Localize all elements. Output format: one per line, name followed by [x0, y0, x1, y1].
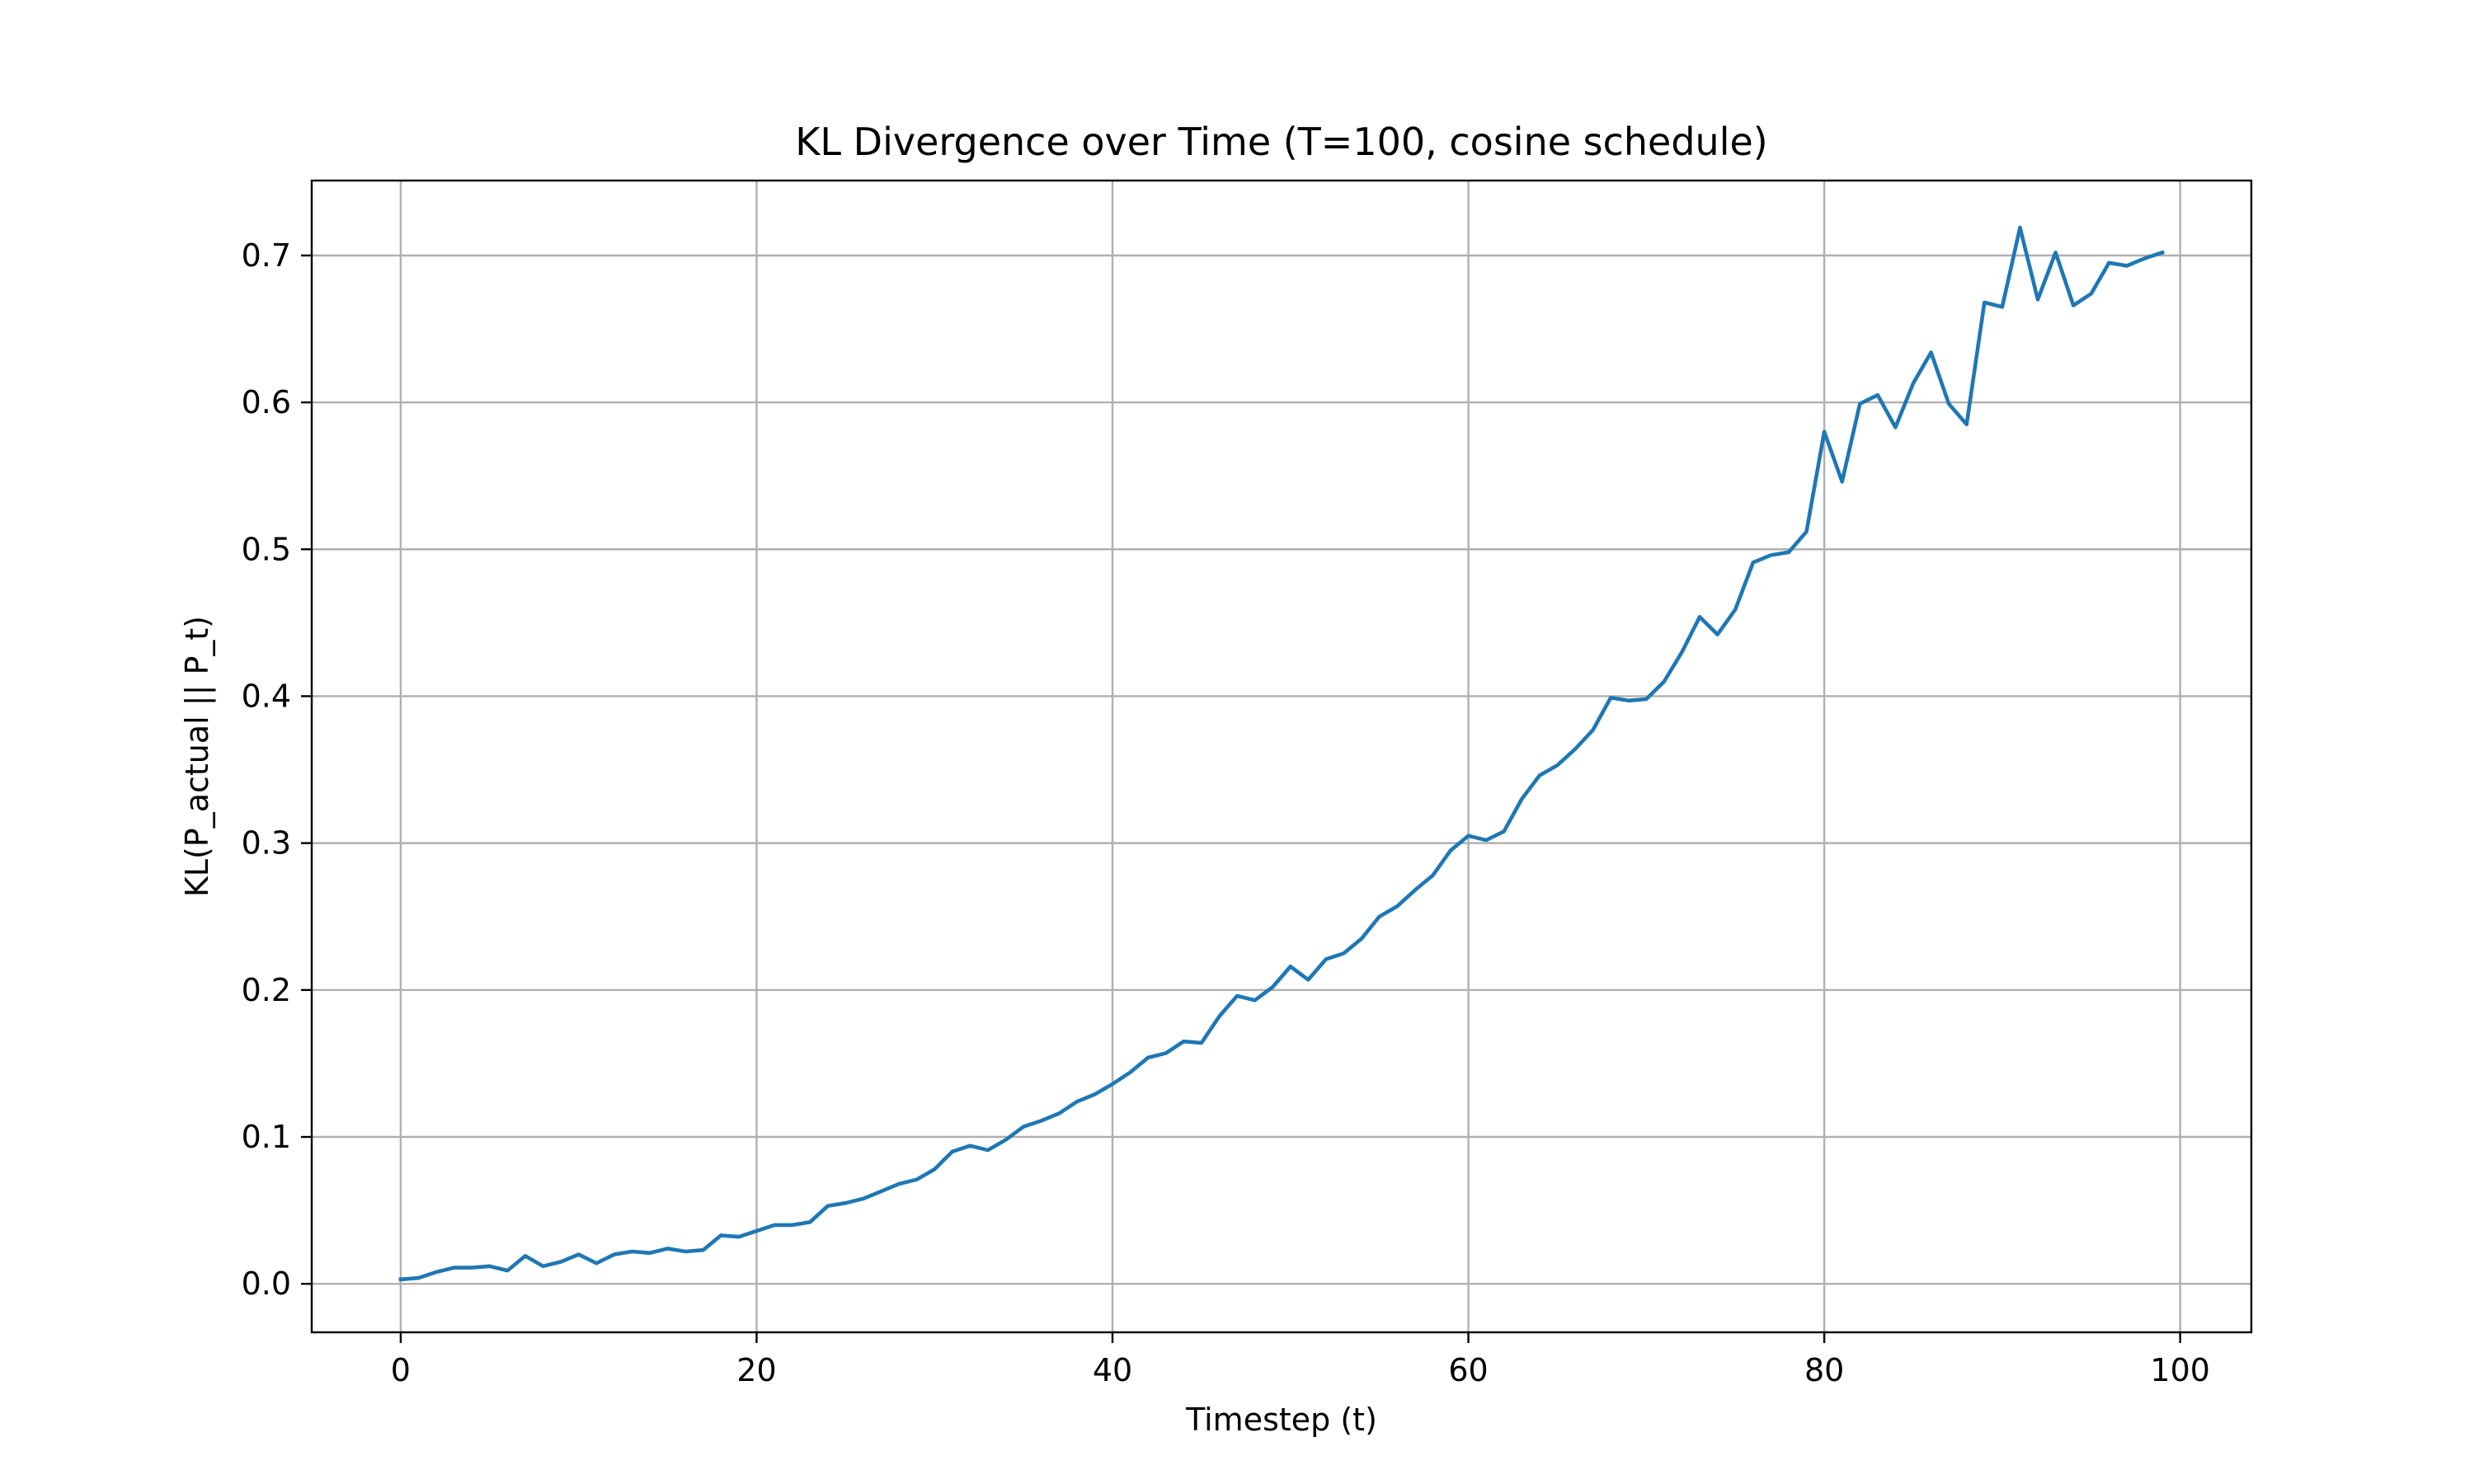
series-layer — [398, 225, 2166, 1282]
y-tick-label: 0.6 — [242, 384, 291, 420]
y-tick-label: 0.5 — [242, 531, 291, 567]
chart-title: KL Divergence over Time (T=100, cosine s… — [795, 120, 1768, 164]
x-axis-label: Timestep (t) — [1185, 1402, 1377, 1438]
y-tick-label: 0.1 — [242, 1119, 291, 1155]
y-tick-label: 0.4 — [242, 678, 291, 714]
x-tick-label: 20 — [736, 1352, 776, 1388]
x-tick-label: 80 — [1804, 1352, 1844, 1388]
series-line — [398, 225, 2166, 1282]
y-tick-label: 0.0 — [242, 1266, 291, 1302]
y-tick-label: 0.2 — [242, 972, 291, 1008]
y-tick-label: 0.3 — [242, 825, 291, 862]
y-tick-label: 0.7 — [242, 237, 291, 274]
x-tick-label: 60 — [1448, 1352, 1488, 1388]
x-tick-label: 100 — [2150, 1352, 2210, 1388]
y-axis-label: KL(P_actual || P_t) — [179, 616, 216, 897]
x-tick-label: 40 — [1093, 1352, 1132, 1388]
plot-frame — [310, 179, 2253, 1334]
x-tick-label: 0 — [391, 1352, 411, 1388]
x-axis: 0 20 40 60 80 100 — [391, 1332, 2210, 1388]
grid — [312, 181, 2251, 1332]
y-axis: 0.0 0.1 0.2 0.3 0.4 0.5 0.6 0.7 — [242, 237, 312, 1302]
